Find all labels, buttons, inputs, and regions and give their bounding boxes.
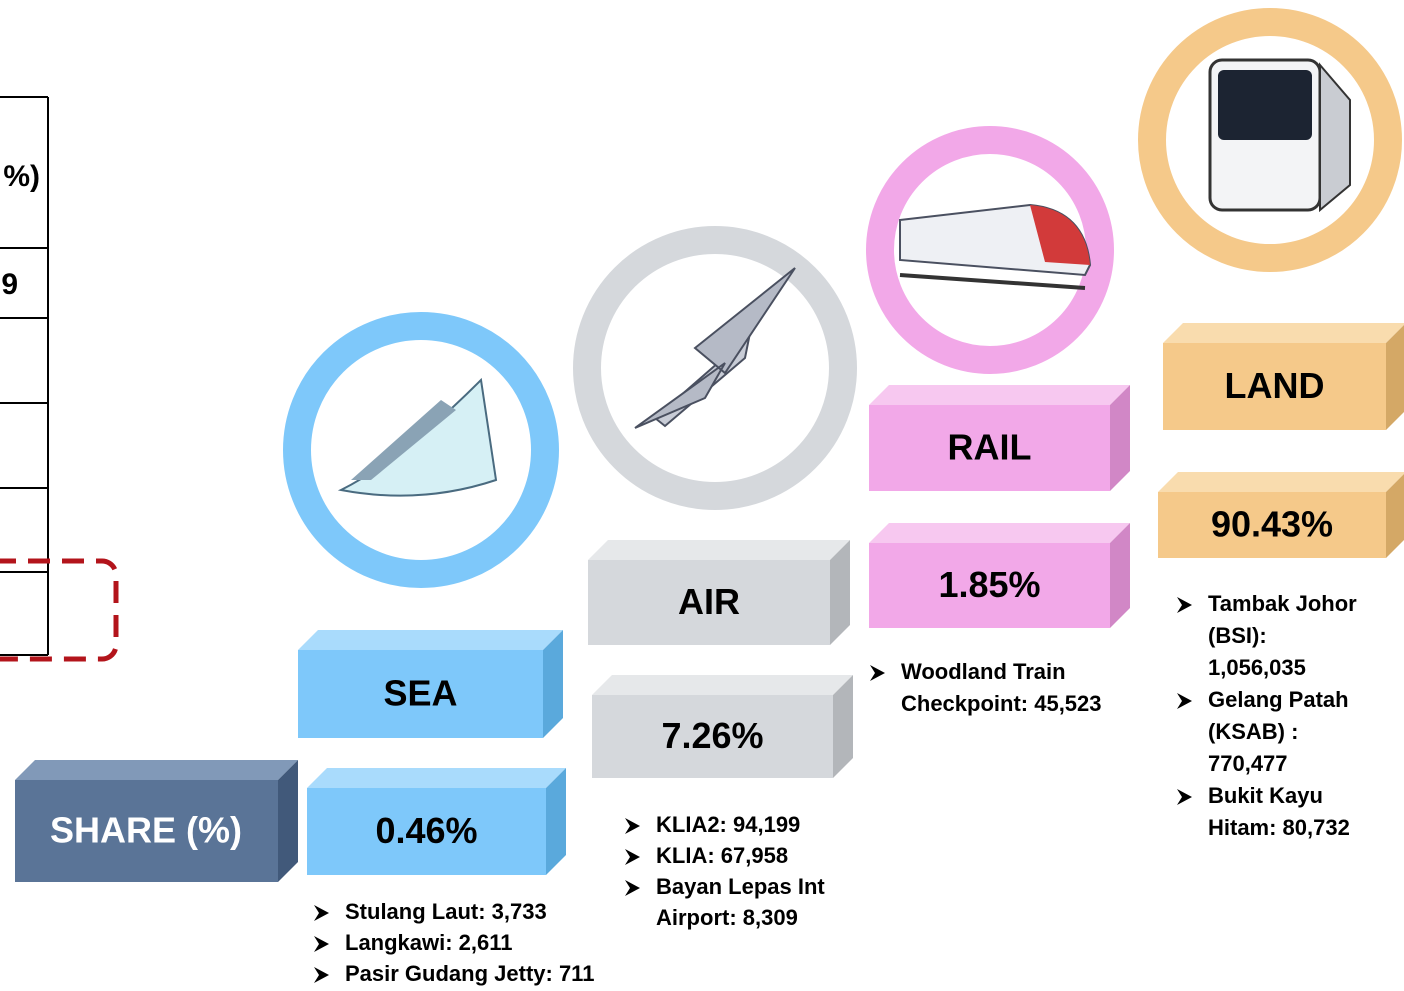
modes: SHARE (%) SEA 0.46% Stulang Laut: 3,733 Lang… — [15, 8, 1404, 986]
bullet-arrow — [625, 818, 640, 834]
box-front — [15, 780, 278, 882]
box-top — [1163, 323, 1404, 343]
bullet-arrow — [870, 665, 885, 681]
box-side — [1386, 474, 1404, 558]
box-label: 1.85% — [938, 564, 1040, 605]
highlight-box — [0, 558, 119, 662]
bullet-arrow — [314, 967, 329, 983]
box-label: 0.46% — [375, 810, 477, 851]
box-side — [1386, 325, 1404, 430]
box-label: RAIL — [948, 427, 1032, 468]
box-front — [1163, 343, 1386, 430]
box-front — [298, 650, 543, 738]
bullet-text: (BSI): — [1208, 623, 1267, 648]
box-top — [1158, 472, 1404, 492]
box-side — [278, 760, 298, 882]
box-side — [543, 630, 563, 738]
box-label: SEA — [383, 673, 457, 714]
bullet-text: Checkpoint: 45,523 — [901, 691, 1102, 716]
box-front — [307, 788, 546, 875]
box-front — [869, 405, 1110, 491]
box-top — [869, 385, 1130, 405]
bullet-text: Bukit Kayu — [1208, 783, 1323, 808]
icon-ring — [866, 126, 1114, 374]
box-top — [592, 675, 853, 695]
box-top — [307, 768, 566, 788]
box-top — [588, 540, 850, 560]
bullet-text: Gelang Patah — [1208, 687, 1349, 712]
bullet-text: Pasir Gudang Jetty: 711 — [345, 961, 594, 986]
bullet-text: Langkawi: 2,611 — [345, 930, 513, 955]
box-front — [588, 560, 830, 645]
box-side — [546, 768, 566, 875]
box-front — [1158, 492, 1386, 558]
box-top — [15, 760, 298, 780]
ship-deck — [351, 400, 456, 480]
bullet-text: Stulang Laut: 3,733 — [345, 899, 547, 924]
bullet-arrow — [314, 905, 329, 921]
bullet-text: KLIA: 67,958 — [656, 843, 788, 868]
box-side — [830, 540, 850, 645]
bullet-text: 770,477 — [1208, 751, 1288, 776]
bullet-arrow — [1177, 597, 1192, 613]
bus-side — [1319, 62, 1351, 213]
box-top — [298, 630, 563, 650]
train-rail — [899, 273, 1086, 290]
bullet-text: Tambak Johor — [1208, 591, 1357, 616]
box-top — [869, 523, 1130, 543]
icon-ring — [283, 312, 559, 588]
bullet-arrow — [314, 936, 329, 952]
icon-ring — [573, 226, 857, 510]
bullet-arrow — [1177, 789, 1192, 805]
train-nose — [1030, 205, 1090, 265]
bullet-text: Bayan Lepas Int — [656, 874, 825, 899]
box-side — [833, 675, 853, 778]
bullet-text: (KSAB) : — [1208, 719, 1298, 744]
bullet-text: Airport: 8,309 — [656, 905, 798, 930]
table-cell: 9 — [1, 268, 18, 301]
box-label: SHARE (%) — [50, 810, 242, 851]
bullet-arrow — [625, 880, 640, 896]
box-label: AIR — [678, 581, 740, 622]
icon-ring — [1138, 8, 1402, 272]
box-front — [869, 543, 1110, 628]
box-side — [1110, 523, 1130, 628]
bus-window — [1218, 70, 1312, 140]
bullet-text: Hitam: 80,732 — [1208, 815, 1350, 840]
table-header: %) — [3, 160, 40, 193]
box-side — [1110, 385, 1130, 491]
box-label: 7.26% — [661, 715, 763, 756]
bullet-arrow — [1177, 693, 1192, 709]
bullet-text: 1,056,035 — [1208, 655, 1306, 680]
bullet-arrow — [625, 849, 640, 865]
box-label: 90.43% — [1211, 504, 1333, 545]
bullet-text: KLIA2: 94,199 — [656, 812, 800, 837]
box-label: LAND — [1225, 365, 1325, 406]
box-front — [592, 695, 833, 778]
plane-wing — [634, 267, 796, 429]
bullet-text: Woodland Train — [901, 659, 1066, 684]
